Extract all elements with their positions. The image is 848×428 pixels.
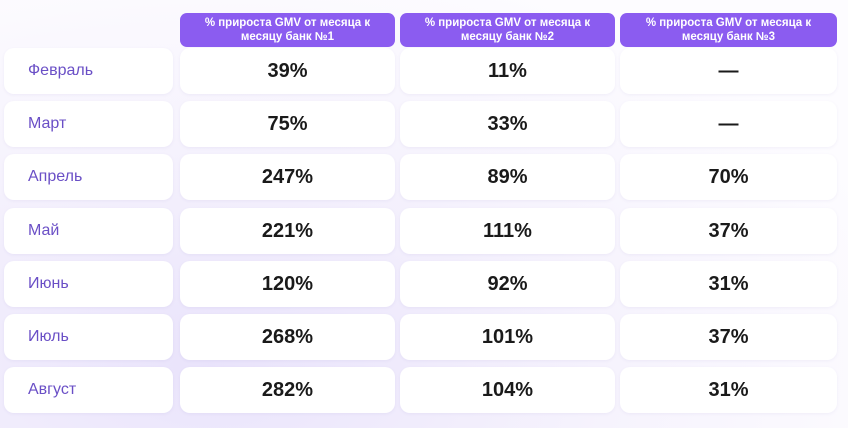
month-label: Июль — [4, 314, 173, 360]
bank-2-value: 92% — [400, 261, 615, 307]
bank-1-value: 221% — [180, 208, 395, 254]
table-row: Июль 268% 101% 37% — [0, 314, 848, 360]
bank-3-value: 31% — [620, 367, 837, 413]
bank-3-value: — — [620, 48, 837, 94]
table-row: Май 221% 111% 37% — [0, 208, 848, 254]
table-row: Март 75% 33% — — [0, 101, 848, 147]
bank-3-value: 37% — [620, 314, 837, 360]
month-label: Июнь — [4, 261, 173, 307]
column-header-bank-2: % прироста GMV от месяца к месяцу банк №… — [400, 13, 615, 47]
bank-3-value: 37% — [620, 208, 837, 254]
table-row: Август 282% 104% 31% — [0, 367, 848, 413]
bank-2-value: 89% — [400, 154, 615, 200]
table-row: Июнь 120% 92% 31% — [0, 261, 848, 307]
bank-1-value: 247% — [180, 154, 395, 200]
bank-2-value: 111% — [400, 208, 615, 254]
bank-1-value: 120% — [180, 261, 395, 307]
bank-2-value: 104% — [400, 367, 615, 413]
bank-2-value: 11% — [400, 48, 615, 94]
bank-3-value: — — [620, 101, 837, 147]
bank-1-value: 75% — [180, 101, 395, 147]
table-row: Апрель 247% 89% 70% — [0, 154, 848, 200]
month-label: Февраль — [4, 48, 173, 94]
bank-3-value: 31% — [620, 261, 837, 307]
month-label: Август — [4, 367, 173, 413]
month-label: Март — [4, 101, 173, 147]
bank-3-value: 70% — [620, 154, 837, 200]
bank-1-value: 39% — [180, 48, 395, 94]
table-row: Февраль 39% 11% — — [0, 48, 848, 94]
column-header-bank-3: % прироста GMV от месяца к месяцу банк №… — [620, 13, 837, 47]
bank-1-value: 282% — [180, 367, 395, 413]
month-label: Апрель — [4, 154, 173, 200]
bank-1-value: 268% — [180, 314, 395, 360]
month-label: Май — [4, 208, 173, 254]
bank-2-value: 33% — [400, 101, 615, 147]
column-header-bank-1: % прироста GMV от месяца к месяцу банк №… — [180, 13, 395, 47]
bank-2-value: 101% — [400, 314, 615, 360]
